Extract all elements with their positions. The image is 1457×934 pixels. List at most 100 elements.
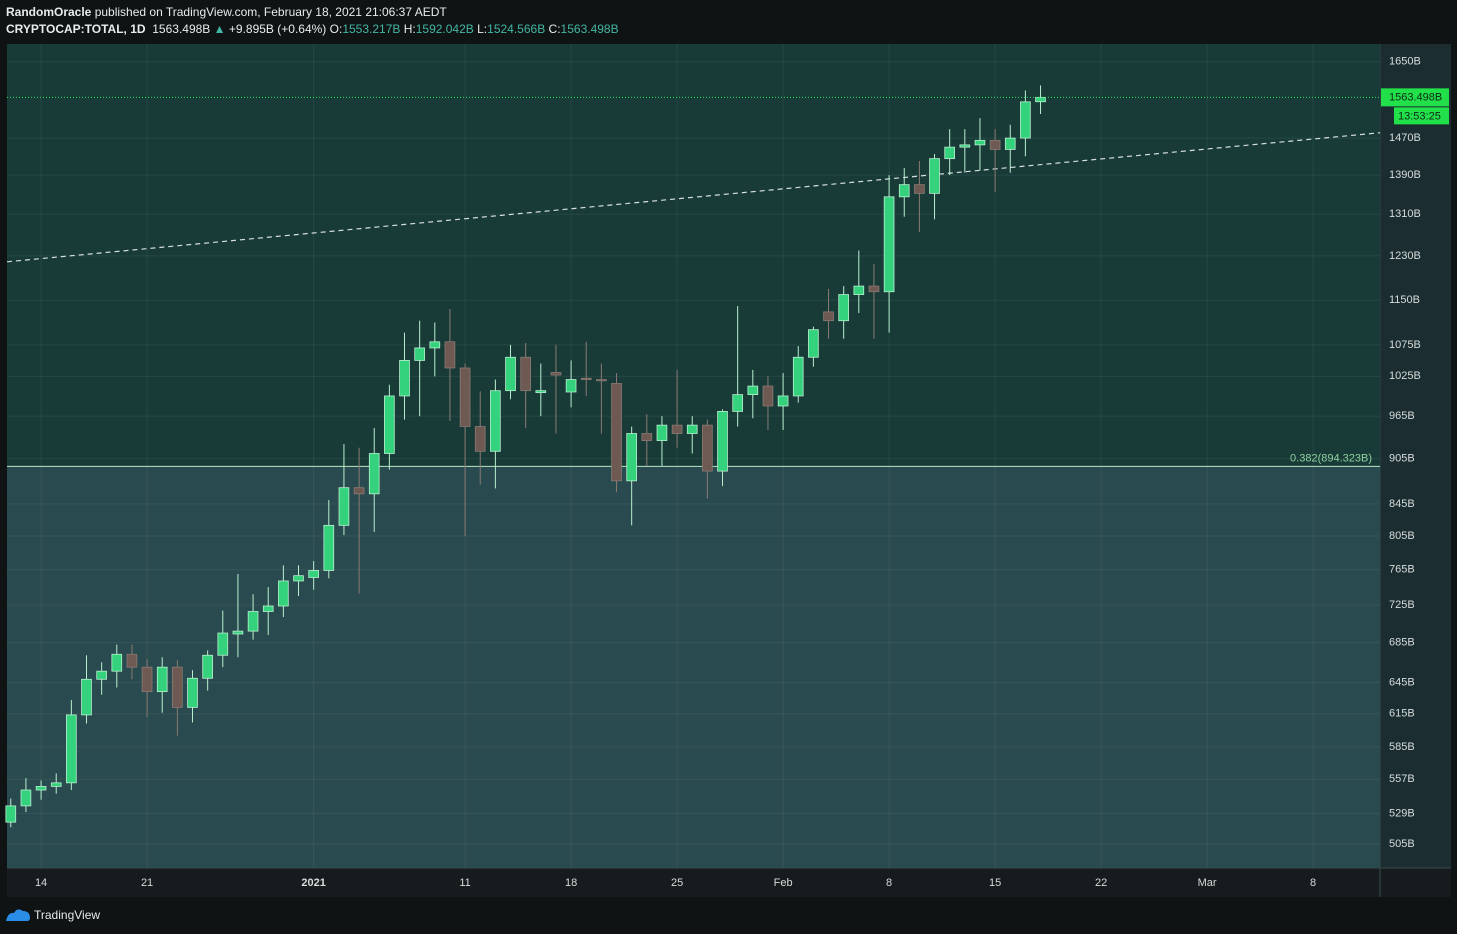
- candle-body: [247, 611, 259, 632]
- candle-body: [747, 385, 759, 396]
- candle-body: [686, 424, 698, 434]
- symbol-line: CRYPTOCAP:TOTAL, 1D 1563.498B ▲ +9.895B …: [6, 22, 619, 36]
- symbol: CRYPTOCAP:TOTAL, 1D: [6, 22, 146, 36]
- candle-body: [50, 782, 62, 787]
- candle-body: [944, 146, 955, 160]
- candle-body: [111, 653, 123, 672]
- candle-body: [565, 379, 577, 393]
- candle-body: [853, 285, 865, 295]
- y-tick-label: 615B: [1389, 708, 1415, 720]
- price-axis-panel: [1380, 44, 1451, 868]
- candle-body: [35, 786, 47, 791]
- countdown-label: 13:53:25: [1398, 110, 1441, 122]
- y-tick-label: 645B: [1389, 676, 1415, 688]
- candle-body: [535, 390, 547, 394]
- candle-body: [1020, 101, 1031, 139]
- candle-body: [838, 294, 849, 322]
- countdown-box: [1394, 107, 1449, 125]
- candle-body: [702, 424, 713, 472]
- candle-body: [444, 341, 456, 369]
- brand: TradingView: [34, 908, 101, 922]
- last-price-label: 1563.498B: [1389, 91, 1442, 103]
- candle-body: [611, 383, 622, 482]
- candle-body: [808, 329, 819, 358]
- published-info: published on TradingView.com, February 1…: [94, 5, 447, 19]
- ohlc: O:1553.217B H:1592.042B L:1524.566B C:15…: [330, 22, 619, 36]
- x-tick-label: 2021: [301, 877, 325, 889]
- y-tick-label: 845B: [1389, 498, 1415, 510]
- candle-body: [293, 575, 304, 582]
- tradingview-logo: [6, 909, 30, 921]
- x-tick-label: Mar: [1198, 877, 1217, 889]
- candle-body: [5, 805, 17, 823]
- candle-body: [384, 395, 395, 454]
- price: 1563.498B: [152, 22, 211, 36]
- y-tick-label: 725B: [1389, 599, 1415, 611]
- candle-body: [505, 356, 516, 392]
- candle-body: [929, 158, 940, 194]
- candle-body: [323, 524, 335, 571]
- y-tick-label: 585B: [1389, 741, 1415, 753]
- candle-body: [959, 144, 971, 148]
- y-tick-label: 965B: [1389, 410, 1415, 422]
- candle-body: [823, 311, 834, 322]
- candle-body: [81, 678, 92, 716]
- candle-body: [520, 356, 531, 392]
- candle-body: [1004, 137, 1016, 150]
- candle-body: [883, 196, 895, 293]
- plot: 0.382(894.323B): [5, 44, 1381, 868]
- y-tick-label: 1310B: [1389, 208, 1421, 220]
- candle-body: [141, 666, 153, 693]
- y-tick-label: 1075B: [1389, 339, 1421, 351]
- candle-body: [898, 184, 910, 198]
- candle-body: [459, 367, 471, 427]
- candle-body: [868, 285, 880, 293]
- candle-body: [278, 580, 289, 607]
- x-tick-label: 8: [1310, 877, 1316, 889]
- ohlc-key: C:: [548, 22, 561, 36]
- x-tick-label: 22: [1095, 877, 1107, 889]
- candle-body: [338, 487, 350, 526]
- candle-body: [156, 666, 168, 693]
- candle-body: [474, 426, 486, 452]
- y-tick-label: 1230B: [1389, 250, 1421, 262]
- candle-body: [308, 570, 319, 578]
- candle-body: [217, 632, 229, 656]
- x-tick-label: 14: [35, 877, 47, 889]
- x-tick-label: Feb: [774, 877, 793, 889]
- candle-body: [414, 347, 425, 361]
- candle-body: [1035, 96, 1046, 103]
- last-price-box: [1381, 88, 1449, 107]
- x-tick-label: 25: [671, 877, 683, 889]
- up-arrow: ▲: [213, 22, 226, 36]
- y-tick-label: 805B: [1389, 530, 1415, 542]
- candle-body: [66, 714, 77, 784]
- candle-body: [20, 789, 32, 807]
- lower-zone: [7, 466, 1380, 868]
- y-tick-label: 1150B: [1389, 294, 1420, 306]
- logo-icon: [6, 909, 30, 921]
- y-tick-label: 529B: [1389, 807, 1415, 819]
- ohlc-key: L:: [477, 22, 488, 36]
- y-tick-label: 557B: [1389, 773, 1415, 785]
- y-tick-label: 1025B: [1389, 370, 1421, 382]
- x-tick-label: 18: [565, 877, 577, 889]
- candle-body: [202, 654, 213, 679]
- y-tick-label: 1470B: [1389, 132, 1421, 144]
- time-axis-panel: [7, 868, 1451, 897]
- publish-line: RandomOracle published on TradingView.co…: [6, 5, 447, 19]
- trendline: [6, 132, 1381, 263]
- candle-body: [732, 394, 743, 412]
- candle-body: [762, 385, 774, 407]
- candle-body: [914, 184, 925, 194]
- candle-body: [580, 377, 592, 380]
- ohlc-value: 1563.498B: [560, 22, 619, 36]
- y-tick-label: 1390B: [1389, 169, 1421, 181]
- x-tick-label: 15: [989, 877, 1001, 889]
- x-tick-label: 8: [886, 877, 892, 889]
- candle-body: [671, 424, 683, 434]
- candle-body: [596, 379, 607, 382]
- candle-body: [96, 670, 107, 680]
- ohlc-value: 1592.042B: [415, 22, 474, 36]
